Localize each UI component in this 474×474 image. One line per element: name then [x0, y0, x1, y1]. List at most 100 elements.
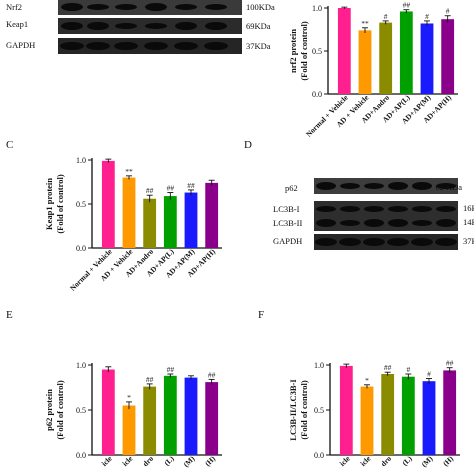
y-tick-label: 0.0	[76, 244, 86, 253]
band	[436, 219, 456, 227]
significance-mark: ##	[167, 184, 175, 193]
y-axis-label-line: (Fold of control)	[299, 380, 309, 440]
blot-a-kda-keap1: 69KDa	[246, 21, 271, 31]
band	[174, 42, 198, 50]
y-tick-label: 1.0	[314, 361, 324, 370]
blot-d-kda-lc3b-ii: 14KDa	[463, 217, 474, 227]
x-tick-label: (M)	[420, 454, 435, 469]
band	[205, 4, 227, 10]
bar	[122, 177, 136, 248]
band	[340, 206, 360, 212]
band	[144, 42, 168, 50]
bar	[184, 192, 198, 248]
band	[388, 182, 408, 190]
band	[411, 238, 433, 246]
significance-mark: ##	[146, 375, 154, 384]
blot-d-kda-lc3b-i: 16KDa	[463, 203, 474, 213]
band	[412, 182, 432, 190]
band	[364, 219, 384, 227]
blot-d-strip-lc3b	[314, 201, 458, 231]
bar	[360, 386, 374, 455]
bar	[399, 11, 413, 94]
x-tick-label: (H)	[203, 454, 217, 468]
y-axis-label-line: (Fold of control)	[55, 380, 65, 440]
bar	[379, 22, 393, 94]
chart-f: F 0.0 0.5 1.0 LC3B-II/LC3B-I(Fold of control…	[258, 309, 460, 469]
significance-mark: ##	[208, 370, 216, 379]
bar	[101, 160, 115, 248]
bar	[443, 370, 457, 455]
significance-mark: ##	[146, 186, 154, 195]
y-axis-label: LC3B-II/LC3B-I(Fold of control)	[288, 379, 309, 441]
blot-a-kda-nrf2: 100KDa	[246, 2, 275, 12]
band	[316, 182, 336, 190]
band	[145, 3, 167, 11]
significance-mark: ##	[446, 359, 454, 368]
x-tick-label: icle	[100, 454, 114, 468]
y-axis-label-line: Keap1 protein	[44, 178, 54, 230]
bar	[184, 377, 198, 455]
chart-c: C 0.0 0.5 1.0 Keap1 protein(Fold of control)…	[6, 139, 222, 293]
band	[87, 4, 109, 10]
band	[388, 206, 408, 212]
band	[114, 42, 138, 50]
significance-mark: #	[384, 12, 388, 21]
band	[175, 22, 197, 30]
bar	[339, 365, 353, 455]
band	[60, 42, 84, 50]
bar	[337, 8, 351, 94]
band	[435, 238, 457, 246]
y-tick-label: 1.0	[76, 361, 86, 370]
blot-a: Nrf2 Keap1 GAPDH 100KDa 69KDa	[6, 0, 275, 54]
bar	[163, 196, 177, 248]
x-tick-label: icle	[338, 454, 352, 468]
bar	[420, 23, 434, 95]
blot-d-label-lc3b-ii: LC3B-II	[273, 218, 302, 228]
y-tick-label: 0.0	[314, 451, 324, 460]
y-axis-label: p62 protein(Fold of control)	[44, 380, 65, 440]
blot-d-label-p62: p62	[285, 183, 298, 193]
band	[175, 4, 197, 10]
y-axis-label-line: nrf2 protein	[288, 29, 298, 73]
band	[87, 22, 109, 30]
significance-mark: **	[125, 167, 133, 176]
y-axis-label: Keap1 protein(Fold of control)	[44, 174, 65, 234]
band	[315, 238, 337, 246]
band	[387, 238, 409, 246]
significance-mark: *	[365, 376, 369, 385]
significance-mark: ##	[384, 363, 392, 372]
band	[412, 206, 432, 212]
panel-letter-c: C	[6, 139, 13, 151]
significance-mark: ##	[403, 1, 411, 10]
band	[204, 42, 228, 50]
blot-a-label-gapdh: GAPDH	[6, 40, 35, 50]
y-tick-label: 0.0	[76, 451, 86, 460]
band	[316, 206, 336, 212]
band	[388, 219, 408, 227]
x-tick-label: (H)	[441, 454, 455, 468]
significance-mark: #	[406, 365, 410, 374]
y-axis-label-line: (Fold of control)	[55, 174, 65, 234]
bar	[101, 369, 115, 455]
significance-mark: #	[446, 7, 450, 16]
bar	[381, 374, 395, 455]
x-tick-label: (L)	[162, 454, 176, 468]
bar	[143, 198, 157, 248]
band	[436, 206, 456, 212]
x-tick-label: dro	[379, 454, 393, 468]
band	[436, 183, 456, 189]
band	[364, 183, 384, 189]
bar	[441, 19, 455, 94]
blot-d-kda-gapdh: 37KDa	[463, 236, 474, 246]
blot-d-label-gapdh: GAPDH	[273, 236, 302, 246]
band	[115, 4, 137, 10]
blot-a-label-keap1: Keap1	[6, 19, 28, 29]
x-tick-label: (M)	[182, 454, 197, 469]
bar	[358, 30, 372, 94]
y-tick-label: 0.5	[312, 47, 322, 56]
panel-letter-d: D	[244, 139, 252, 151]
blot-d-kda-p62: 62 KDa	[435, 182, 462, 192]
bar	[401, 376, 415, 455]
